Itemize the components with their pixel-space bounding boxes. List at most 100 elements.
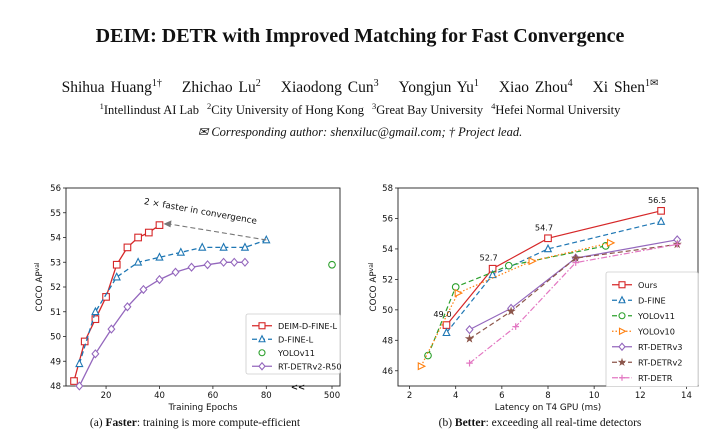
chart-b-point-0-0 xyxy=(442,321,451,329)
chart-a-ytick-label-6: 54 xyxy=(50,234,61,244)
chart-b-ylabel: COCO APval xyxy=(368,262,379,311)
chart-a-point-3-7 xyxy=(187,262,196,272)
chart-a-point-1-3 xyxy=(133,257,143,266)
chart-a-series-1 xyxy=(75,234,271,368)
chart-a-point-0-0 xyxy=(70,377,78,385)
chart-a-legend-marker-2 xyxy=(258,349,266,357)
chart-b-data-label-2: 54.7 xyxy=(535,222,553,232)
chart-b-legend-marker-3 xyxy=(618,327,627,336)
chart-b-legend-label-0: Ours xyxy=(638,280,657,290)
chart-b-ytick-label-4: 54 xyxy=(382,245,393,255)
chart-b-xtick-label-6: 14 xyxy=(681,391,692,401)
chart-a-xtick-label-3: 80 xyxy=(261,391,272,401)
chart-a-line-0 xyxy=(73,224,160,382)
chart-a-series-0 xyxy=(70,221,164,385)
chart-a-point-3-5 xyxy=(155,274,164,285)
chart-b-point-6-2 xyxy=(572,259,579,266)
chart-b-ytick-label-3: 52 xyxy=(382,275,393,285)
chart-a-point-1-1 xyxy=(91,306,100,316)
affiliation-4: 4Hefei Normal University xyxy=(491,101,621,118)
chart-a-legend-label-0: DEIM-D-FINE-L xyxy=(278,321,338,331)
chart-b-line-2 xyxy=(427,245,606,356)
chart-b-point-3-0 xyxy=(417,362,427,371)
affiliation-3: 3Great Bay University xyxy=(372,101,484,118)
chart-b-point-1-2 xyxy=(543,243,553,253)
chart-a-legend-label-2: YOLOv11 xyxy=(277,348,315,358)
chart-b-legend-marker-2 xyxy=(618,312,626,320)
chart-a-ytick-label-0: 48 xyxy=(50,382,61,392)
chart-b-legend-label-4: RT-DETRv3 xyxy=(638,342,683,352)
chart-a-xtick-label-2: 60 xyxy=(207,391,218,401)
chart-b-point-3-1 xyxy=(454,288,464,298)
chart-a-point-3-10 xyxy=(230,257,239,267)
chart-b-legend-label-5: RT-DETRv2 xyxy=(638,357,683,367)
chart-b-point-2-1 xyxy=(451,283,460,291)
chart-b-series-0: 49.0 52.7 54.7 56.5 xyxy=(433,195,666,329)
chart-a-arrow-head xyxy=(163,220,172,228)
chart-a-point-3-4 xyxy=(139,284,148,295)
chart-a-point-3-3 xyxy=(123,302,132,312)
chart-b-line-1 xyxy=(446,220,662,334)
chart-a-xlabel: Training Epochs xyxy=(167,403,237,413)
chart-a-series-2 xyxy=(328,260,336,269)
chart-a-legend-marker-3 xyxy=(258,361,266,371)
chart-b-legend-marker-6 xyxy=(619,374,625,381)
chart-b-line-6 xyxy=(469,243,678,364)
chart-b-line-0 xyxy=(446,210,662,326)
chart-a-ytick-label-7: 55 xyxy=(50,209,61,219)
chart-b-ytick-label-5: 56 xyxy=(382,214,393,224)
chart-a-point-3-9 xyxy=(219,257,228,267)
chart-b-legend: Ours D-FINE YOLOv11 YOLOv10 RT-DETRv3 RT-DETR… xyxy=(605,271,699,387)
chart-b-legend-marker-4 xyxy=(618,342,626,352)
chart-a-xtick-label-4: 500 xyxy=(324,391,340,401)
chart-a-line-1 xyxy=(78,239,267,364)
chart-a-point-3-1 xyxy=(91,349,100,359)
chart-a-ytick-label-2: 50 xyxy=(50,333,61,343)
chart-a-point-1-6 xyxy=(198,242,207,251)
chart-b-point-0-2 xyxy=(544,234,552,243)
chart-b-xtick-label-1: 4 xyxy=(453,391,458,401)
chart-a-legend-marker-1 xyxy=(258,334,266,343)
chart-a-xtick-label-1: 40 xyxy=(154,391,165,401)
chart-a-point-3-2 xyxy=(107,324,116,334)
chart-a-point-0-4 xyxy=(112,260,121,269)
author-3: Xiaodong Cun3 xyxy=(280,78,379,97)
chart-b-legend-marker-1 xyxy=(618,295,626,304)
chart-b-point-3-2 xyxy=(528,256,537,266)
chart-b-xtick-label-0: 2 xyxy=(407,391,412,401)
chart-b-xtick-label-2: 6 xyxy=(499,391,504,401)
author-2: Zhichao Lu2 xyxy=(181,78,261,97)
chart-b-point-6-1 xyxy=(512,323,519,330)
affiliation-1: 1Intellindust AI Lab xyxy=(99,101,199,118)
chart-b-point-5-0 xyxy=(464,333,475,343)
chart-a-ytick-label-4: 52 xyxy=(50,283,61,293)
chart-a-point-1-4 xyxy=(155,252,164,261)
chart-b-legend-marker-5 xyxy=(617,357,627,367)
chart-a-point-1-0 xyxy=(75,358,84,368)
chart-b-point-0-3 xyxy=(657,206,665,215)
chart-b-point-4-0 xyxy=(465,325,474,335)
chart-b-series-3 xyxy=(417,238,616,371)
chart-b-legend-label-6: RT-DETR xyxy=(638,373,673,383)
chart-a-point-0-7 xyxy=(144,228,153,237)
chart-b-legend-label-2: YOLOv11 xyxy=(637,311,675,321)
chart-b-data-label-1: 52.7 xyxy=(479,253,497,263)
chart-a-training-epochs: 48 49 50 51 52 53 54 55 56 20 40 60 80 500 Training Ep… xyxy=(34,184,342,413)
chart-a-point-2-0 xyxy=(328,260,336,269)
chart-a-ytick-label-8: 56 xyxy=(50,184,61,194)
chart-b-xtick-label-4: 10 xyxy=(589,391,600,401)
chart-a-point-0-6 xyxy=(134,233,142,242)
chart-b-point-3-3 xyxy=(606,238,616,248)
chart-b-legend-label-1: D-FINE xyxy=(638,295,666,305)
chart-b-legend-marker-0 xyxy=(618,281,626,289)
author-5: Xiao Zhou4 xyxy=(498,78,573,97)
chart-a-arrow-line xyxy=(168,223,267,241)
caption-b: (b) Better: exceeding all real-time dete… xyxy=(438,417,642,429)
chart-a-xtick-label-0: 20 xyxy=(101,391,112,401)
affiliation-list: 1Intellindust AI Lab 2City University of … xyxy=(0,101,720,118)
chart-a-legend-label-1: D-FINE-L xyxy=(278,334,314,344)
chart-a-ylabel: COCO APval xyxy=(34,262,45,311)
chart-b-ytick-label-1: 48 xyxy=(382,336,393,346)
author-1: Shihua Huang1† xyxy=(61,78,162,97)
